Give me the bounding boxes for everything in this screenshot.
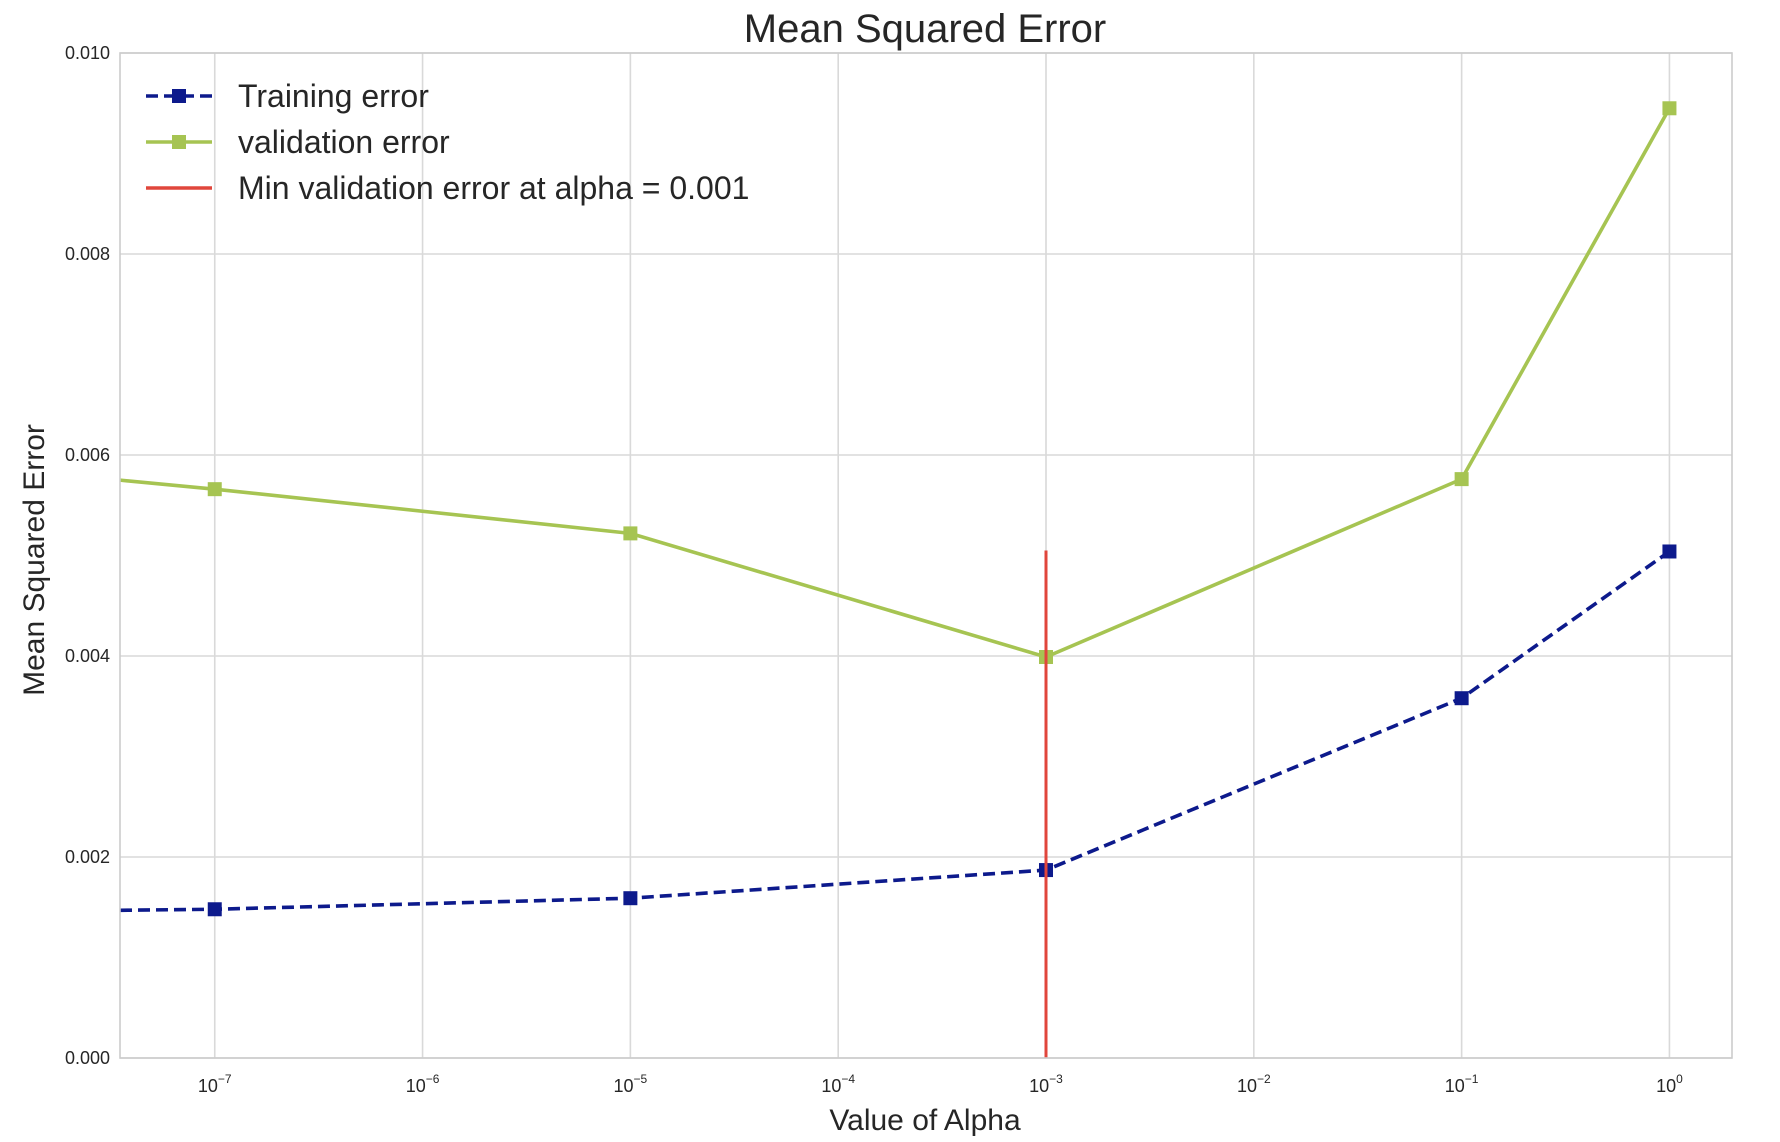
x-tick-label: 10−7 [198, 1072, 232, 1096]
x-axis-label: Value of Alpha [829, 1104, 1021, 1137]
data-point-1-0 [207, 482, 222, 497]
series-line-1 [119, 107, 1672, 659]
legend-label-1: validation error [238, 124, 450, 160]
y-tick-label: 0.000 [65, 1048, 110, 1068]
legend-label-2: Min validation error at alpha = 0.001 [238, 170, 749, 206]
legend: Training error validation error Min valida… [146, 78, 749, 206]
x-tick-label: 10−2 [1237, 1072, 1271, 1096]
x-tick-label: 10−1 [1445, 1072, 1479, 1096]
series-layer [119, 101, 1677, 1058]
plot-frame [119, 52, 1733, 1059]
x-tick-label: 10−3 [1029, 1072, 1063, 1096]
y-tick-label: 0.006 [65, 445, 110, 465]
x-tick-label: 10−5 [614, 1072, 648, 1096]
series-line-0 [119, 550, 1671, 913]
data-point-0-3 [1454, 691, 1469, 706]
y-tick-label: 0.004 [65, 646, 110, 666]
legend-marker-1 [172, 135, 186, 149]
legend-label-0: Training error [238, 78, 429, 114]
y-axis-label: Mean Squared Error [18, 424, 51, 696]
y-tick-label: 0.010 [65, 43, 110, 63]
y-tick-label: 0.008 [65, 244, 110, 264]
chart-title: Mean Squared Error [744, 7, 1106, 51]
x-tick-label: 10−6 [406, 1072, 440, 1096]
data-point-1-1 [623, 526, 638, 541]
data-point-0-4 [1662, 544, 1677, 559]
tick-layer: 10−7 10−6 10−5 10−4 10−3 10−2 10−1 100 0.000 0.00… [65, 43, 1683, 1096]
data-point-1-4 [1662, 101, 1677, 116]
x-tick-label: 10−4 [821, 1072, 855, 1096]
data-point-0-0 [207, 902, 222, 917]
data-point-1-3 [1454, 472, 1469, 487]
x-tick-label: 100 [1656, 1072, 1683, 1096]
y-tick-label: 0.002 [65, 847, 110, 867]
data-point-0-1 [623, 891, 638, 906]
legend-marker-0 [172, 89, 186, 103]
